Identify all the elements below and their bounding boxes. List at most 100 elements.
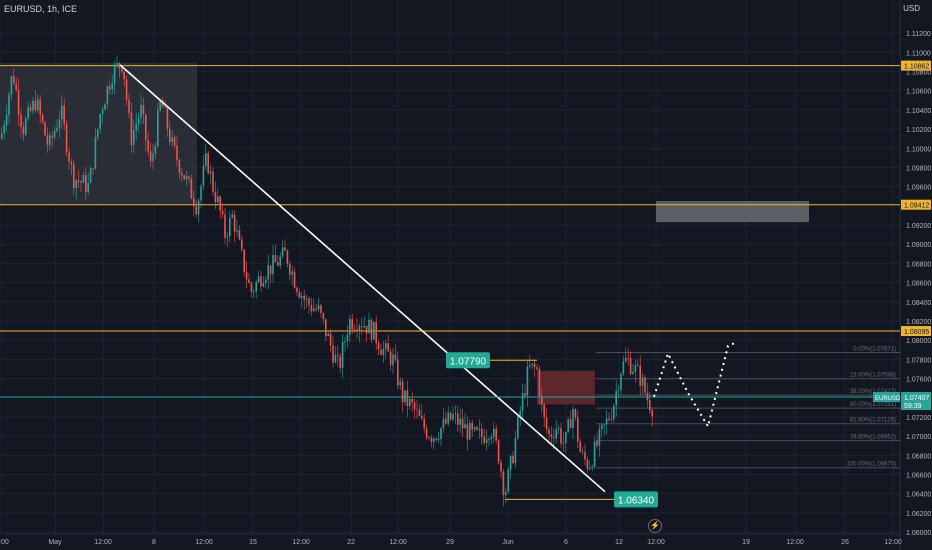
- level-price-label: 1.08095: [904, 329, 929, 336]
- level-price-box: [901, 199, 931, 210]
- candle-body: [265, 279, 267, 284]
- candle-body: [341, 342, 344, 368]
- candle-body: [101, 109, 104, 115]
- candle-body: [644, 377, 646, 393]
- lightning-icon[interactable]: ⚡: [648, 519, 662, 533]
- candle-body: [557, 428, 560, 430]
- candle-body: [3, 125, 5, 134]
- candle-body: [293, 271, 296, 288]
- candle-body: [205, 153, 207, 167]
- candle-body: [483, 436, 485, 443]
- y-tick-label: 1.11200: [906, 31, 931, 38]
- candle-body: [25, 118, 27, 135]
- candle-body: [368, 319, 370, 334]
- y-tick-label: 1.09600: [906, 185, 931, 192]
- candle-body: [243, 249, 245, 273]
- candle-body: [502, 471, 505, 496]
- x-tick-label: 12:00: [389, 539, 407, 546]
- candle-body: [1, 133, 3, 139]
- candle-body: [591, 466, 593, 468]
- x-tick-label: 12:00: [884, 539, 902, 546]
- symbol-tag: [873, 392, 900, 403]
- candle-body: [145, 114, 147, 140]
- candle-body: [361, 326, 363, 328]
- candle-body: [200, 185, 202, 201]
- candle-body: [605, 418, 608, 425]
- projection-path: [653, 342, 736, 430]
- candle-body: [250, 282, 253, 293]
- candle-body: [485, 439, 488, 443]
- y-tick-label: 1.06800: [906, 453, 931, 460]
- candle-body: [589, 467, 591, 469]
- candle-body: [121, 68, 123, 72]
- candle-body: [627, 357, 629, 359]
- candle-body: [137, 118, 140, 125]
- candle-body: [97, 129, 99, 138]
- candle-body: [15, 82, 17, 90]
- candle-body: [521, 393, 524, 411]
- candle-body: [41, 114, 44, 123]
- candle-body: [308, 298, 310, 305]
- candle-body: [176, 145, 178, 161]
- y-tick-label: 1.10800: [906, 70, 931, 77]
- candle-body: [34, 100, 37, 111]
- candle-body: [358, 326, 361, 332]
- fib-label: 100.00%(1.06670): [847, 462, 896, 468]
- candle-body: [425, 428, 428, 438]
- candle-body: [574, 409, 577, 418]
- candle-body: [135, 124, 137, 131]
- candle-body: [649, 400, 651, 411]
- candle-body: [183, 175, 185, 180]
- candle-body: [329, 333, 332, 346]
- candle-body: [651, 410, 653, 417]
- candle-body: [454, 413, 457, 415]
- candle-body: [517, 416, 519, 439]
- candle-body: [409, 398, 411, 407]
- candle-body: [514, 438, 517, 464]
- candle-body: [142, 105, 145, 115]
- candle-body: [610, 419, 613, 420]
- candle-body: [394, 354, 397, 360]
- candle-body: [586, 459, 589, 469]
- y-tick-label: 1.09200: [906, 223, 931, 230]
- candle-body: [219, 196, 221, 211]
- candle-body: [56, 127, 58, 131]
- candle-body: [245, 272, 248, 280]
- candle-body: [363, 325, 365, 328]
- candle-body: [555, 429, 557, 439]
- candle-body: [255, 282, 257, 292]
- candle-body: [111, 83, 113, 90]
- candle-body: [173, 137, 176, 146]
- candle-body: [399, 381, 401, 386]
- candle-body: [5, 115, 8, 126]
- y-tick-label: 1.07000: [906, 434, 931, 441]
- candle-body: [608, 418, 610, 420]
- candle-body: [447, 412, 449, 424]
- candle-body: [149, 151, 152, 162]
- fib-label: 78.60%(1.06952): [850, 435, 896, 441]
- candle-body: [541, 397, 543, 405]
- candle-body: [277, 262, 279, 266]
- candle-body: [106, 86, 109, 105]
- y-tick-label: 1.09800: [906, 165, 931, 172]
- candle-body: [166, 107, 169, 130]
- level-price-label: 1.09412: [904, 203, 929, 210]
- fib-label: 38.20%(1.07427): [850, 389, 896, 395]
- y-tick-label: 1.11000: [906, 50, 931, 57]
- countdown-label: 59:39: [904, 403, 922, 410]
- candle-body: [461, 418, 464, 429]
- candle-body: [370, 319, 373, 340]
- candle-body: [615, 390, 617, 406]
- candle-body: [181, 172, 183, 176]
- candle-body: [46, 135, 49, 145]
- x-tick-label: 29: [446, 539, 454, 546]
- candle-body: [267, 265, 269, 280]
- candle-body: [373, 321, 375, 340]
- candle-body: [392, 354, 394, 366]
- candle-body: [473, 427, 476, 430]
- x-tick-label: 12:00: [0, 539, 9, 546]
- candle-body: [641, 377, 644, 386]
- candle-body: [356, 329, 358, 332]
- candle-body: [289, 263, 291, 275]
